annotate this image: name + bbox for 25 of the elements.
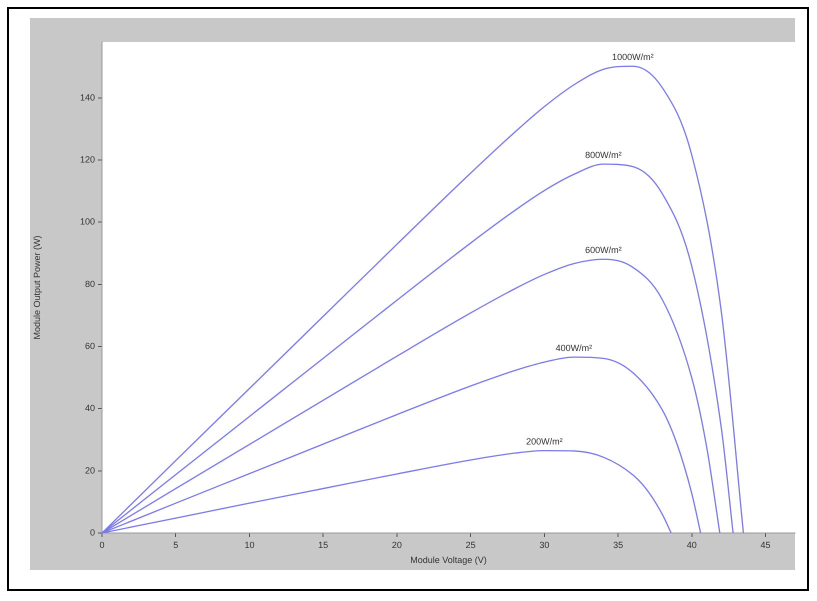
y-tick-label: 20 <box>84 465 95 476</box>
series-label: 200W/m² <box>526 436 563 447</box>
x-tick-label: 20 <box>392 540 402 550</box>
series-label: 600W/m² <box>585 245 622 256</box>
y-tick-label: 100 <box>80 216 95 227</box>
y-tick-label: 0 <box>90 527 95 538</box>
series-label: 1000W/m² <box>612 52 654 62</box>
y-axis-title: Module Output Power (W) <box>32 235 42 340</box>
x-tick-label: 5 <box>173 540 178 550</box>
x-tick-label: 0 <box>99 540 105 550</box>
y-tick-label: 40 <box>84 403 95 414</box>
y-tick-label: 140 <box>80 92 95 102</box>
x-tick-label: 40 <box>686 540 697 550</box>
x-tick-label: 35 <box>613 540 624 550</box>
x-tick-label: 45 <box>760 540 771 550</box>
y-tick-label: 60 <box>84 341 95 352</box>
series-label: 400W/m² <box>556 343 592 354</box>
x-tick-label: 30 <box>539 540 550 550</box>
series-label: 800W/m² <box>585 150 622 160</box>
x-tick-label: 25 <box>466 540 476 550</box>
x-tick-label: 10 <box>244 540 254 550</box>
x-axis-title: Module Voltage (V) <box>410 555 487 566</box>
x-tick-label: 15 <box>318 540 328 550</box>
y-tick-label: 80 <box>84 278 95 289</box>
y-tick-label: 120 <box>80 154 95 165</box>
